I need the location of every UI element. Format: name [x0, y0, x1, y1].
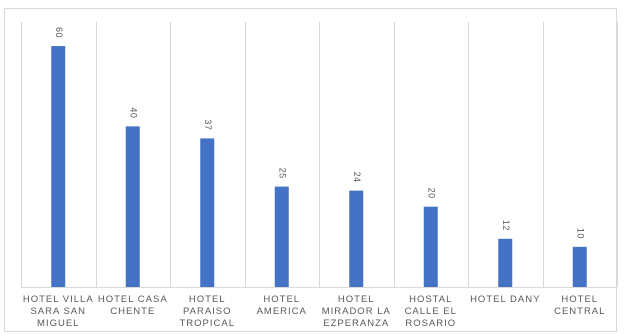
category-label: ROSARIO — [405, 318, 456, 329]
bar — [498, 238, 513, 287]
category-label: TROPICAL — [179, 318, 235, 329]
category-label: MIRADOR LA — [322, 306, 391, 317]
bar — [274, 186, 289, 287]
data-label: 25 — [277, 168, 287, 179]
data-label: 20 — [426, 188, 436, 199]
category-label: HOTEL DANY — [470, 294, 540, 305]
data-labels: 60 40 37 25 24 20 12 10 — [54, 27, 586, 239]
bar — [51, 46, 66, 287]
bar — [125, 126, 140, 287]
category-label: MIGUEL — [37, 318, 79, 329]
data-label: 37 — [203, 119, 213, 130]
chart-frame — [4, 8, 617, 332]
category-label: PARAISO — [183, 306, 232, 317]
category-label: HOSTAL — [409, 294, 452, 305]
data-label: 24 — [352, 172, 362, 183]
data-label: 60 — [54, 27, 64, 38]
data-label: 12 — [501, 220, 511, 231]
category-label: HOTEL — [338, 294, 375, 305]
category-label: CALLE EL — [405, 306, 457, 317]
category-label: HOTEL — [561, 294, 598, 305]
data-label: 40 — [128, 107, 138, 118]
category-label: HOTEL CASA — [98, 294, 168, 305]
category-label: HOTEL — [189, 294, 226, 305]
category-label: HOTEL — [263, 294, 300, 305]
category-label: AMERICA — [257, 306, 307, 317]
gridlines — [21, 22, 618, 288]
category-label: CENTRAL — [554, 306, 605, 317]
bar — [349, 190, 364, 287]
category-label: EZPERANZA — [323, 318, 389, 329]
data-label: 10 — [575, 228, 585, 239]
category-label: SARA SAN — [30, 306, 86, 317]
bar — [200, 138, 215, 287]
bar — [572, 246, 587, 287]
bars — [51, 46, 587, 287]
category-label: HOTEL VILLA — [23, 294, 94, 305]
category-label: CHENTE — [110, 306, 155, 317]
bar — [423, 206, 438, 287]
